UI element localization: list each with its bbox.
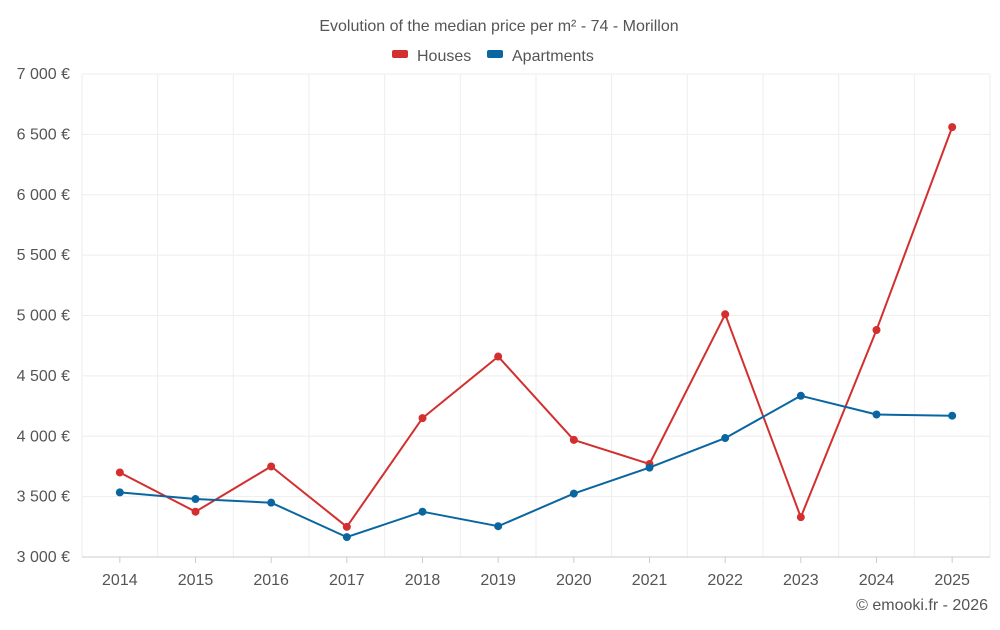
data-point-apartments[interactable] <box>796 391 805 400</box>
x-tick-label: 2017 <box>329 572 365 589</box>
legend-label-houses: Houses <box>417 48 471 65</box>
series-line-apartments[interactable] <box>119 394 953 539</box>
x-tick-label: 2024 <box>859 572 895 589</box>
data-point-houses[interactable] <box>267 462 276 471</box>
grid <box>81 73 991 557</box>
data-point-apartments[interactable] <box>342 533 351 542</box>
data-point-houses[interactable] <box>569 435 578 444</box>
y-tick-label: 3 500 € <box>17 489 70 506</box>
data-point-houses[interactable] <box>948 123 957 132</box>
data-point-houses[interactable] <box>494 352 503 361</box>
y-tick-label: 6 500 € <box>17 126 70 143</box>
y-tick-label: 4 000 € <box>17 428 70 445</box>
chart-title: Evolution of the median price per m² - 7… <box>319 18 678 35</box>
data-point-apartments[interactable] <box>267 498 276 507</box>
data-point-houses[interactable] <box>872 325 881 334</box>
x-tick-label: 2022 <box>707 572 743 589</box>
data-point-apartments[interactable] <box>948 411 957 420</box>
x-tick-label: 2018 <box>405 572 441 589</box>
legend-swatch-apartments <box>487 50 503 58</box>
x-tick-label: 2021 <box>632 572 668 589</box>
x-tick-label: 2016 <box>253 572 289 589</box>
y-tick-label: 5 500 € <box>17 247 70 264</box>
legend-item-apartments[interactable]: Apartments <box>487 48 594 65</box>
y-tick-label: 5 000 € <box>17 308 70 325</box>
x-tick-label: 2019 <box>480 572 516 589</box>
data-point-apartments[interactable] <box>418 507 427 516</box>
data-point-apartments[interactable] <box>191 495 200 504</box>
data-point-apartments[interactable] <box>115 488 124 497</box>
y-tick-label: 4 500 € <box>17 368 70 385</box>
x-tick-label: 2015 <box>178 572 214 589</box>
x-tick-label: 2014 <box>102 572 138 589</box>
data-point-houses[interactable] <box>115 468 124 477</box>
data-point-apartments[interactable] <box>721 434 730 443</box>
y-tick-label: 7 000 € <box>17 66 70 83</box>
x-tick-label: 2020 <box>556 572 592 589</box>
data-point-apartments[interactable] <box>872 410 881 419</box>
series-points <box>115 123 957 542</box>
data-point-apartments[interactable] <box>569 489 578 498</box>
y-tick-label: 6 000 € <box>17 187 70 204</box>
legend-item-houses[interactable]: Houses <box>392 48 471 65</box>
data-point-houses[interactable] <box>191 507 200 516</box>
series-line-houses[interactable] <box>119 126 954 528</box>
data-point-houses[interactable] <box>418 414 427 423</box>
data-point-apartments[interactable] <box>645 463 654 472</box>
credit-text: © emooki.fr - 2026 <box>856 597 988 614</box>
series-lines <box>119 126 954 539</box>
x-tick-label: 2023 <box>783 572 819 589</box>
legend: Houses Apartments <box>392 48 594 65</box>
y-tick-label: 3 000 € <box>17 549 70 566</box>
legend-swatch-houses <box>392 50 408 58</box>
data-point-houses[interactable] <box>721 310 730 319</box>
x-tick-label: 2025 <box>934 572 970 589</box>
axes: 3 000 € 3 500 € 4 000 € 4 500 € 5 000 € 5 500… <box>17 66 990 589</box>
data-point-apartments[interactable] <box>494 522 503 531</box>
data-point-houses[interactable] <box>796 513 805 522</box>
data-point-houses[interactable] <box>342 522 351 531</box>
legend-label-apartments: Apartments <box>512 48 594 65</box>
